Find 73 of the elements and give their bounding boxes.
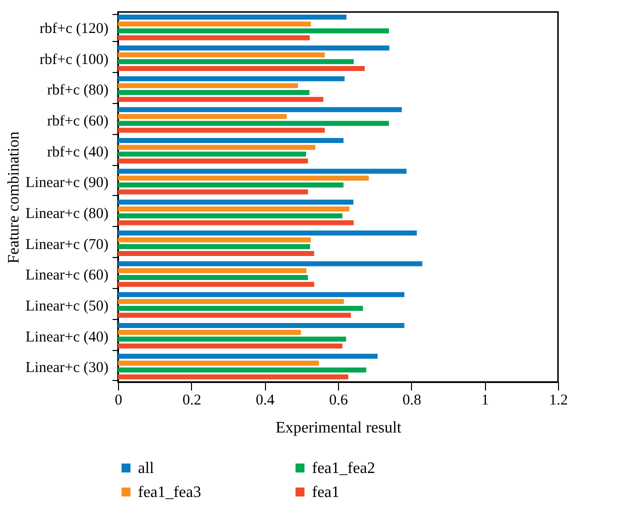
bar [118, 138, 344, 143]
bar [118, 206, 350, 212]
bar [118, 90, 310, 96]
bar [118, 230, 417, 236]
bar [118, 268, 306, 274]
bar [118, 312, 351, 318]
bar [118, 251, 314, 256]
bar [118, 344, 342, 349]
legend-label: all [138, 460, 155, 477]
bar [118, 298, 344, 304]
bar [118, 330, 301, 335]
bar [118, 322, 404, 328]
bar [118, 368, 366, 373]
x-tick-label: 1 [481, 392, 489, 408]
y-axis-title: Feature combination [6, 132, 22, 264]
bar [118, 220, 354, 226]
bar [118, 83, 298, 88]
bar [118, 14, 346, 20]
y-tick-label: rbf+c (60) [47, 113, 108, 130]
bar [118, 28, 389, 34]
bar [118, 237, 311, 242]
y-tick-label: Linear+c (70) [26, 236, 109, 253]
bar [118, 176, 369, 181]
x-axis-title: Experimental result [276, 420, 402, 436]
bar [118, 158, 308, 164]
x-tick-label: 0.8 [402, 392, 422, 408]
y-tick-label: Linear+c (80) [26, 206, 109, 222]
x-tick-label: 0.2 [182, 392, 202, 408]
bar [118, 275, 308, 280]
y-tick-label: rbf+c (100) [40, 52, 108, 68]
bar [118, 144, 316, 150]
bar [118, 128, 325, 133]
x-tick-label: 0.6 [329, 392, 348, 408]
bar [118, 189, 308, 194]
bar [118, 292, 404, 298]
bar [118, 152, 306, 157]
bar [118, 336, 346, 342]
bar [118, 244, 310, 250]
y-tick-label: Linear+c (60) [26, 268, 109, 284]
bar [118, 120, 389, 126]
bar [118, 360, 319, 366]
bar [118, 261, 422, 266]
x-tick-label: 0.4 [256, 392, 276, 408]
y-tick-label: rbf+c (120) [40, 20, 108, 37]
legend-label: fea1_fea2 [312, 460, 376, 477]
bar [118, 282, 314, 287]
bar [118, 306, 363, 311]
y-tick-label: rbf+c (40) [47, 144, 108, 160]
legend-label: fea1 [312, 484, 340, 501]
bar [118, 76, 345, 82]
bar [118, 45, 390, 50]
y-tick-label: Linear+c (90) [26, 175, 109, 192]
y-tick-label: Linear+c (40) [26, 329, 109, 346]
bar [118, 59, 354, 64]
x-tick-label: 0 [114, 392, 122, 408]
x-tick-label: 1.2 [549, 392, 568, 408]
legend-label: fea1_fea3 [138, 484, 202, 501]
bar [118, 114, 287, 119]
bar [118, 66, 365, 72]
bar [118, 52, 325, 58]
bar [118, 168, 407, 174]
bar [118, 107, 402, 112]
bar [118, 374, 348, 380]
y-tick-label: Linear+c (30) [26, 360, 109, 376]
bar [118, 200, 354, 205]
bar [118, 213, 342, 218]
y-tick-label: Linear+c (50) [26, 298, 109, 314]
bar [118, 182, 344, 188]
bar [118, 21, 311, 26]
y-tick-label: rbf+c (80) [47, 82, 108, 99]
bar [118, 96, 324, 102]
bar [118, 35, 310, 40]
bar [118, 354, 378, 359]
